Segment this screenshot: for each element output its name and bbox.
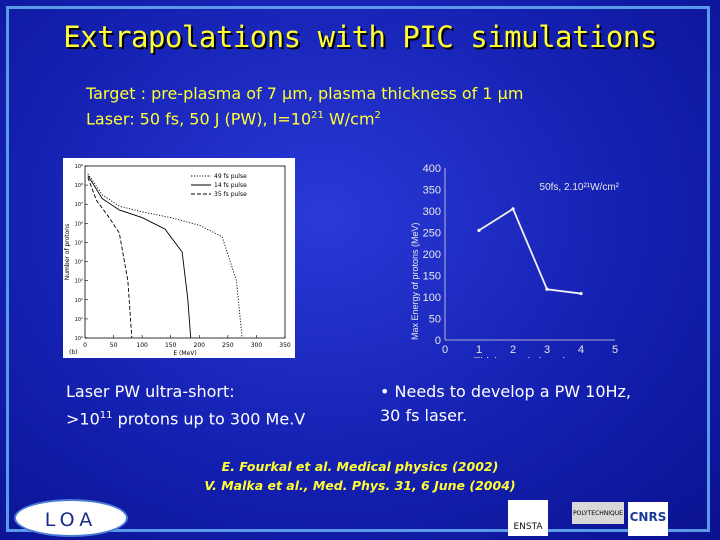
y-tick-label: 10¹ xyxy=(75,317,83,323)
x-tick-label: 2 xyxy=(510,344,516,356)
y-axis-label: Number of protons xyxy=(64,224,71,280)
caption-right-line1: • Needs to develop a PW 10Hz, xyxy=(380,382,632,401)
x-tick-label: 1 xyxy=(476,344,482,356)
cnrs-logo: CNRS xyxy=(628,502,668,536)
series-line xyxy=(87,175,192,339)
data-point xyxy=(579,291,583,296)
x-tick-label: 250 xyxy=(222,342,234,349)
target-parameters: Target : pre-plasma of 7 µm, plasma thic… xyxy=(86,83,523,130)
x-tick-label: 4 xyxy=(578,344,584,356)
y-tick-label: 10³ xyxy=(75,279,83,285)
caption-left-line1: Laser PW ultra-short: xyxy=(66,382,235,401)
panel-label: (b) xyxy=(69,349,78,356)
caption-left-line2: >1011 protons up to 300 Me.V xyxy=(66,404,305,431)
series-line xyxy=(478,207,582,295)
caption-left-exponent: 11 xyxy=(99,410,113,421)
data-point xyxy=(545,287,549,291)
polytechnique-logo-text: POLYTECHNIQUE xyxy=(573,510,623,517)
plot-frame xyxy=(84,165,286,339)
x-tick-label: 150 xyxy=(165,342,177,349)
y-tick-label: 50 xyxy=(429,314,441,326)
caption-left-suffix: protons up to 300 Me.V xyxy=(112,409,306,429)
legend-entry: 14 fs pulse xyxy=(214,182,247,189)
y-tick-label: 10² xyxy=(75,298,83,304)
data-point xyxy=(477,228,481,232)
y-tick-label: 0 xyxy=(435,335,441,347)
y-tick-label: 10⁴ xyxy=(75,260,83,266)
slide-frame xyxy=(6,6,710,532)
y-tick-label: 100 xyxy=(423,292,441,304)
y-tick-label: 10⁰ xyxy=(75,336,83,342)
x-tick-label: 100 xyxy=(136,342,148,349)
cnrs-logo-text: CNRS xyxy=(629,510,667,524)
y-tick-label: 350 xyxy=(423,185,441,197)
y-tick-label: 10⁸ xyxy=(75,183,83,189)
reference-2: V. Malka et al., Med. Phys. 31, 6 June (… xyxy=(204,478,516,493)
laser-line-prefix: Laser: 50 fs, 50 J (PW), I=10 xyxy=(86,109,312,129)
y-tick-label: 200 xyxy=(423,249,441,261)
ensta-logo-text: ENSTA xyxy=(513,522,543,532)
x-tick-label: 3 xyxy=(544,344,550,356)
y-tick-label: 150 xyxy=(423,271,441,283)
data-point xyxy=(511,207,515,211)
series-line xyxy=(87,177,133,339)
x-tick-label: 5 xyxy=(612,344,618,356)
max-energy-chart: 0 50 100 150 200 250 300 350 400 0 1 2 3 4 5 Thickness … xyxy=(410,163,620,358)
x-axis-label: E (MeV) xyxy=(173,350,196,357)
x-axis-label: Thickness (micron) xyxy=(474,356,567,358)
x-tick-label: 0 xyxy=(442,344,448,356)
x-tick-label: 0 xyxy=(83,342,87,349)
series-line xyxy=(87,173,243,339)
caption-right-line2: 30 fs laser. xyxy=(380,406,468,425)
y-tick-label: 10⁵ xyxy=(75,240,83,246)
caption-left-prefix: >10 xyxy=(66,409,100,429)
y-tick-label: 10⁹ xyxy=(75,164,83,170)
laser-intensity-exponent: 21 xyxy=(311,110,324,121)
caption-right: • Needs to develop a PW 10Hz, 30 fs lase… xyxy=(380,380,631,428)
x-tick-label: 350 xyxy=(279,342,291,349)
slide-title: Extrapolations with PIC simulations xyxy=(63,20,657,54)
laser-line: Laser: 50 fs, 50 J (PW), I=1021 W/cm2 xyxy=(86,105,523,130)
references: E. Fourkal et al. Medical physics (2002)… xyxy=(0,457,720,495)
chart-title: 50fs, 2.10²¹W/cm² xyxy=(540,182,620,193)
reference-1: E. Fourkal et al. Medical physics (2002) xyxy=(221,459,499,474)
y-tick-label: 250 xyxy=(423,228,441,240)
x-tick-label: 200 xyxy=(194,342,206,349)
y-axis-label: Max Energy of protons (MeV) xyxy=(410,222,420,340)
y-tick-label: 400 xyxy=(423,163,441,175)
x-tick-label: 50 xyxy=(110,342,118,349)
y-tick-label: 300 xyxy=(423,206,441,218)
loa-logo: LOA xyxy=(14,499,128,537)
ensta-logo: ENSTA xyxy=(508,500,548,536)
target-line: Target : pre-plasma of 7 µm, plasma thic… xyxy=(86,84,524,103)
x-tick-label: 300 xyxy=(251,342,263,349)
polytechnique-logo: POLYTECHNIQUE xyxy=(572,502,624,524)
legend-entry: 35 fs pulse xyxy=(214,191,247,198)
caption-left: Laser PW ultra-short: >1011 protons up t… xyxy=(66,380,305,431)
laser-line-suffix: W/cm xyxy=(323,109,375,129)
legend-entry: 49 fs pulse xyxy=(214,173,247,180)
y-tick-label: 10⁶ xyxy=(75,221,83,227)
proton-spectrum-chart: 0 50 100 150 200 250 300 350 10⁹ 10⁸ 10⁷ 10⁶ 10⁵ 10⁴ 1… xyxy=(63,158,295,358)
laser-unit-exponent: 2 xyxy=(374,110,381,121)
y-tick-label: 10⁷ xyxy=(75,202,83,208)
